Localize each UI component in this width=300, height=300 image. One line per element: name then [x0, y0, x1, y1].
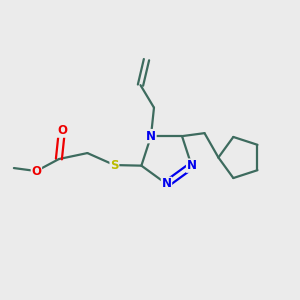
Text: O: O	[32, 165, 41, 178]
Text: N: N	[146, 130, 156, 142]
Text: N: N	[187, 159, 196, 172]
Text: S: S	[110, 159, 118, 172]
Text: O: O	[57, 124, 67, 137]
Text: N: N	[161, 177, 172, 190]
